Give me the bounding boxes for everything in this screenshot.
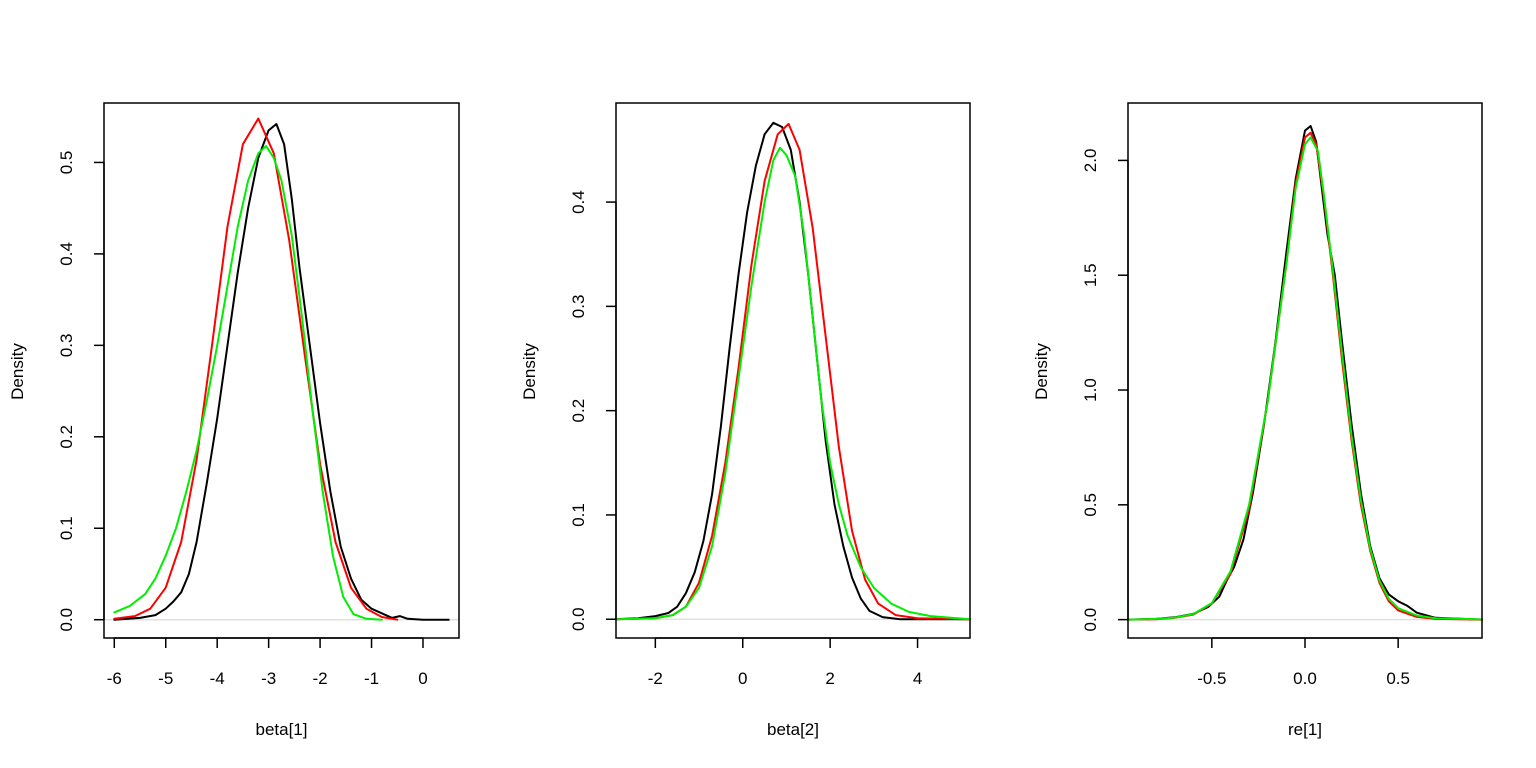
y-tick-label: 0.2: [569, 399, 588, 423]
y-tick-label: 0.4: [57, 242, 76, 266]
y-axis-title: Density: [8, 343, 27, 400]
y-tick-label: 0.4: [569, 190, 588, 214]
x-axis-title: re[1]: [1288, 720, 1322, 739]
y-tick-label: 0.1: [57, 516, 76, 540]
density-line-2: [113, 117, 399, 621]
density-line-3: [615, 146, 971, 621]
x-tick-label: -3: [261, 669, 276, 688]
density-line-2: [615, 122, 971, 621]
y-tick-label: 0.0: [569, 607, 588, 631]
y-tick-label: 0.0: [1081, 608, 1100, 632]
x-tick-label: 4: [913, 669, 922, 688]
y-tick-label: 0.1: [569, 503, 588, 527]
x-tick-label: 0: [418, 669, 427, 688]
x-axis-title: beta[2]: [767, 720, 819, 739]
x-tick-label: -2: [313, 669, 328, 688]
x-tick-label: 0.0: [1293, 669, 1317, 688]
y-axis-title: Density: [1032, 343, 1051, 400]
y-tick-label: 2.0: [1081, 149, 1100, 173]
density-panel-3: -0.5 0.0 0.5 0.0 0.5 1.0 1.5 2.0 re[1] Density: [1032, 102, 1483, 739]
density-line-1: [1127, 125, 1483, 621]
x-tick-label: 2: [825, 669, 834, 688]
x-tick-label: -2: [648, 669, 663, 688]
density-line-3: [1127, 136, 1483, 621]
y-tick-label: 0.2: [57, 425, 76, 449]
y-tick-label: 0.3: [57, 334, 76, 358]
y-tick-label: 0.0: [57, 608, 76, 632]
plot-frame: [615, 102, 971, 639]
y-tick-label: 0.3: [569, 295, 588, 319]
x-axis-title: beta[1]: [256, 720, 308, 739]
y-tick-label: 0.5: [1081, 493, 1100, 517]
density-line-1: [113, 123, 450, 621]
plot-frame: [1127, 102, 1483, 639]
density-panel-1: -6 -5 -4 -3 -2 -1 0 0.0 0.1 0.2 0.3 0.4 0.5 beta[1] De…: [8, 102, 460, 739]
density-line-1: [615, 121, 971, 621]
x-tick-label: 0: [738, 669, 747, 688]
y-tick-label: 0.5: [57, 151, 76, 175]
density-panel-2: -2 0 2 4 0.0 0.1 0.2 0.3 0.4 beta[2] Density: [520, 102, 971, 739]
y-tick-label: 1.5: [1081, 263, 1100, 287]
x-tick-label: 0.5: [1386, 669, 1410, 688]
x-tick-label: -5: [158, 669, 173, 688]
x-tick-label: -1: [364, 669, 379, 688]
density-line-3: [113, 145, 383, 621]
x-tick-label: -0.5: [1197, 669, 1226, 688]
x-tick-label: -6: [107, 669, 122, 688]
y-tick-label: 1.0: [1081, 378, 1100, 402]
y-axis-title: Density: [520, 343, 539, 400]
x-tick-label: -4: [210, 669, 225, 688]
density-line-2: [1127, 131, 1483, 621]
